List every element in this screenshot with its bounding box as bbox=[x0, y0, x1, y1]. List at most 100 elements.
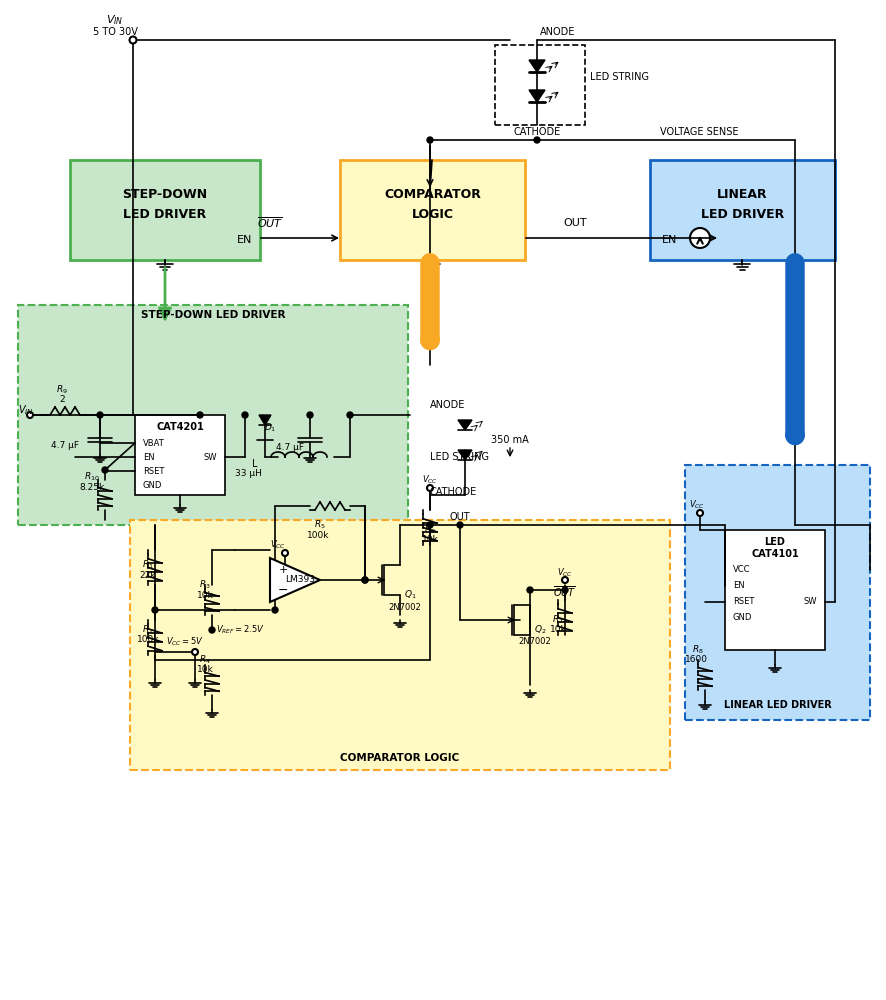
Text: VOLTAGE SENSE: VOLTAGE SENSE bbox=[660, 127, 739, 137]
Bar bbox=[130, 520, 670, 770]
Text: $V_{CC}$: $V_{CC}$ bbox=[422, 474, 438, 486]
Bar bbox=[340, 160, 525, 260]
Circle shape bbox=[209, 627, 215, 633]
Text: COMPARATOR: COMPARATOR bbox=[384, 188, 481, 202]
Circle shape bbox=[272, 607, 278, 613]
Text: LED DRIVER: LED DRIVER bbox=[701, 209, 784, 222]
Circle shape bbox=[534, 137, 540, 143]
Text: 33 µH: 33 µH bbox=[235, 470, 261, 479]
Circle shape bbox=[427, 485, 433, 491]
Text: VBAT: VBAT bbox=[143, 438, 165, 448]
Text: $V_{IN}$: $V_{IN}$ bbox=[106, 13, 124, 27]
Text: LM393: LM393 bbox=[285, 576, 315, 584]
Text: $R_8$: $R_8$ bbox=[692, 644, 703, 656]
Text: SW: SW bbox=[204, 452, 217, 462]
Text: 22k: 22k bbox=[140, 570, 156, 580]
Text: LINEAR LED DRIVER: LINEAR LED DRIVER bbox=[724, 700, 831, 710]
Polygon shape bbox=[529, 60, 545, 72]
Text: +: + bbox=[278, 565, 288, 575]
Circle shape bbox=[197, 412, 203, 418]
Text: $R_4$: $R_4$ bbox=[199, 654, 211, 666]
Text: $R_1$: $R_1$ bbox=[142, 559, 154, 571]
Text: CAT4201: CAT4201 bbox=[156, 422, 204, 432]
Text: LED: LED bbox=[765, 537, 785, 547]
Text: 100k: 100k bbox=[136, 636, 159, 645]
Text: EN: EN bbox=[733, 582, 744, 590]
Text: 2: 2 bbox=[59, 395, 65, 404]
Text: 8.25k: 8.25k bbox=[80, 483, 105, 491]
Text: −: − bbox=[277, 584, 288, 596]
Text: $R_2$: $R_2$ bbox=[142, 624, 154, 636]
Text: $\overline{OUT}$: $\overline{OUT}$ bbox=[553, 585, 577, 599]
Circle shape bbox=[562, 587, 568, 593]
Circle shape bbox=[27, 412, 33, 418]
Bar bbox=[18, 305, 408, 525]
Text: L: L bbox=[253, 459, 258, 469]
Text: 5 TO 30V: 5 TO 30V bbox=[92, 27, 137, 37]
Bar bbox=[495, 45, 585, 125]
Text: 10k: 10k bbox=[422, 536, 439, 544]
Polygon shape bbox=[458, 420, 472, 430]
Text: 10k: 10k bbox=[197, 590, 214, 599]
Text: $\overline{OUT}$: $\overline{OUT}$ bbox=[257, 216, 284, 230]
Circle shape bbox=[102, 467, 108, 473]
Text: $R_6$: $R_6$ bbox=[424, 524, 436, 536]
Text: ANODE: ANODE bbox=[430, 400, 465, 410]
Circle shape bbox=[697, 510, 703, 516]
Circle shape bbox=[427, 137, 433, 143]
Text: $R_3$: $R_3$ bbox=[199, 579, 211, 591]
Text: RSET: RSET bbox=[143, 466, 165, 476]
Text: $V_{CC}$: $V_{CC}$ bbox=[557, 567, 573, 579]
Circle shape bbox=[362, 577, 368, 583]
Text: 2N7002: 2N7002 bbox=[389, 602, 422, 611]
Bar bbox=[135, 415, 225, 495]
Circle shape bbox=[97, 412, 103, 418]
Text: LED STRING: LED STRING bbox=[590, 72, 649, 82]
Circle shape bbox=[362, 577, 368, 583]
Text: RSET: RSET bbox=[733, 597, 754, 606]
Text: LED STRING: LED STRING bbox=[430, 452, 489, 462]
Text: EN: EN bbox=[663, 235, 678, 245]
Text: EN: EN bbox=[237, 235, 253, 245]
Circle shape bbox=[347, 412, 353, 418]
Text: $D_1$: $D_1$ bbox=[264, 422, 276, 434]
Text: $R_5$: $R_5$ bbox=[315, 519, 326, 531]
Text: $V_{CC}$: $V_{CC}$ bbox=[270, 539, 286, 551]
Text: 1600: 1600 bbox=[685, 656, 708, 664]
Text: ANODE: ANODE bbox=[540, 27, 575, 37]
Text: LOGIC: LOGIC bbox=[411, 209, 454, 222]
Circle shape bbox=[192, 649, 198, 655]
Circle shape bbox=[129, 36, 136, 43]
Text: VCC: VCC bbox=[733, 566, 750, 574]
Text: $V_{CC}$: $V_{CC}$ bbox=[689, 499, 705, 511]
Text: $V_{REF}=2.5V$: $V_{REF}=2.5V$ bbox=[215, 624, 265, 636]
Text: CATHODE: CATHODE bbox=[430, 487, 478, 497]
Text: 100k: 100k bbox=[307, 530, 330, 540]
Circle shape bbox=[690, 228, 710, 248]
Text: 4.7 µF: 4.7 µF bbox=[51, 440, 79, 450]
Polygon shape bbox=[259, 415, 271, 425]
Text: OUT: OUT bbox=[450, 512, 470, 522]
Circle shape bbox=[242, 412, 248, 418]
Text: $R_9$: $R_9$ bbox=[56, 384, 68, 396]
Text: 350 mA: 350 mA bbox=[491, 435, 529, 445]
Circle shape bbox=[427, 522, 433, 528]
Text: CAT4101: CAT4101 bbox=[751, 549, 799, 559]
Bar bbox=[650, 160, 835, 260]
Text: LED DRIVER: LED DRIVER bbox=[123, 209, 206, 222]
Circle shape bbox=[562, 577, 568, 583]
Bar bbox=[70, 160, 260, 260]
Circle shape bbox=[307, 412, 313, 418]
Text: EN: EN bbox=[143, 452, 155, 462]
Text: GND: GND bbox=[733, 613, 752, 622]
Text: $Q_1$: $Q_1$ bbox=[404, 589, 416, 601]
Text: 2N7002: 2N7002 bbox=[518, 638, 551, 647]
Text: $V_{IN}$: $V_{IN}$ bbox=[18, 403, 34, 417]
Text: $Q_2$: $Q_2$ bbox=[533, 624, 547, 636]
Bar bbox=[725, 530, 825, 650]
Bar bbox=[685, 465, 870, 720]
Text: SW: SW bbox=[804, 597, 817, 606]
Text: $V_{CC}=5V$: $V_{CC}=5V$ bbox=[166, 636, 204, 648]
Circle shape bbox=[152, 607, 158, 613]
Text: OUT: OUT bbox=[563, 218, 587, 228]
